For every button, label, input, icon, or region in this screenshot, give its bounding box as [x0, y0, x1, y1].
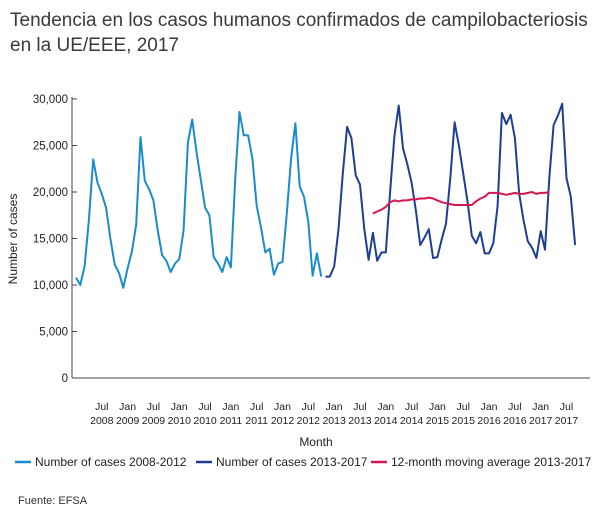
x-tick-year: 2015: [426, 415, 450, 427]
y-tick-label: 10,000: [33, 280, 68, 292]
y-tick-label: 30,000: [33, 94, 68, 106]
chart-title: Tendencia en los casos humanos confirmad…: [10, 10, 588, 56]
x-tick-month: Jan: [429, 401, 446, 413]
x-tick-month: Jul: [353, 401, 366, 413]
y-tick-label: 15,000: [33, 234, 68, 246]
x-tick-year: 2015: [452, 415, 476, 427]
x-tick-month: Jul: [560, 401, 573, 413]
legend-label: Number of cases 2008-2012: [35, 455, 187, 469]
y-axis: 0 5,000 10,000 15,000 20,000 25,000 30,000: [33, 94, 77, 385]
series-line-3: [372, 191, 550, 215]
x-tick-month: Jul: [95, 401, 108, 413]
x-tick-year: 2014: [400, 415, 424, 427]
x-tick-month: Jul: [147, 401, 160, 413]
x-tick-year: 2012: [297, 415, 321, 427]
x-tick-month: Jul: [508, 401, 521, 413]
y-tick-label: 5,000: [39, 327, 68, 339]
x-tick-month: Jan: [481, 401, 498, 413]
x-tick-month: Jan: [326, 401, 343, 413]
x-tick-year: 2017: [555, 415, 579, 427]
legend-label: 12-month moving average 2013-2017: [391, 455, 591, 469]
y-tick-label: 20,000: [33, 187, 68, 199]
x-tick-year: 2010: [168, 415, 192, 427]
x-tick-year: 2009: [142, 415, 166, 427]
x-tick-month: Jul: [198, 401, 211, 413]
legend: Number of cases 2008-2012 Number of cases…: [15, 455, 591, 469]
x-tick-year: 2016: [503, 415, 527, 427]
y-tick-label: 25,000: [33, 141, 68, 153]
x-tick-month: Jul: [405, 401, 418, 413]
x-tick-year: 2011: [245, 415, 268, 427]
x-tick-year: 2016: [477, 415, 501, 427]
x-tick-month: Jan: [171, 401, 188, 413]
source-note: Fuente: EFSA: [18, 495, 88, 507]
x-tick-month: Jan: [532, 401, 549, 413]
legend-label: Number of cases 2013-2017: [216, 455, 368, 469]
y-axis-label: Number of cases: [6, 194, 20, 285]
x-tick-year: 2010: [193, 415, 217, 427]
x-tick-year: 2013: [322, 415, 346, 427]
x-axis-label: Month: [299, 435, 332, 449]
series-line-1: [75, 111, 323, 289]
x-tick-year: 2008: [90, 415, 114, 427]
x-tick-year: 2013: [348, 415, 372, 427]
x-tick-month: Jul: [250, 401, 263, 413]
x-axis: Jul 2008 Jan 2009 Jul 2009 Jan 2010 Jul 2010 Jan 20…: [72, 377, 590, 427]
x-tick-month: Jan: [222, 401, 239, 413]
x-tick-year: 2009: [116, 415, 140, 427]
plot-lines: [75, 102, 577, 289]
x-tick-year: 2014: [374, 415, 398, 427]
x-tick-year: 2017: [529, 415, 553, 427]
x-tick-month: Jan: [377, 401, 394, 413]
y-tick-label: 0: [62, 373, 68, 385]
x-tick-year: 2011: [220, 415, 243, 427]
series-line-2: [325, 102, 577, 278]
x-tick-month: Jan: [274, 401, 291, 413]
x-tick-month: Jan: [119, 401, 136, 413]
x-tick-year: 2012: [271, 415, 295, 427]
x-tick-month: Jul: [457, 401, 470, 413]
x-tick-month: Jul: [302, 401, 315, 413]
